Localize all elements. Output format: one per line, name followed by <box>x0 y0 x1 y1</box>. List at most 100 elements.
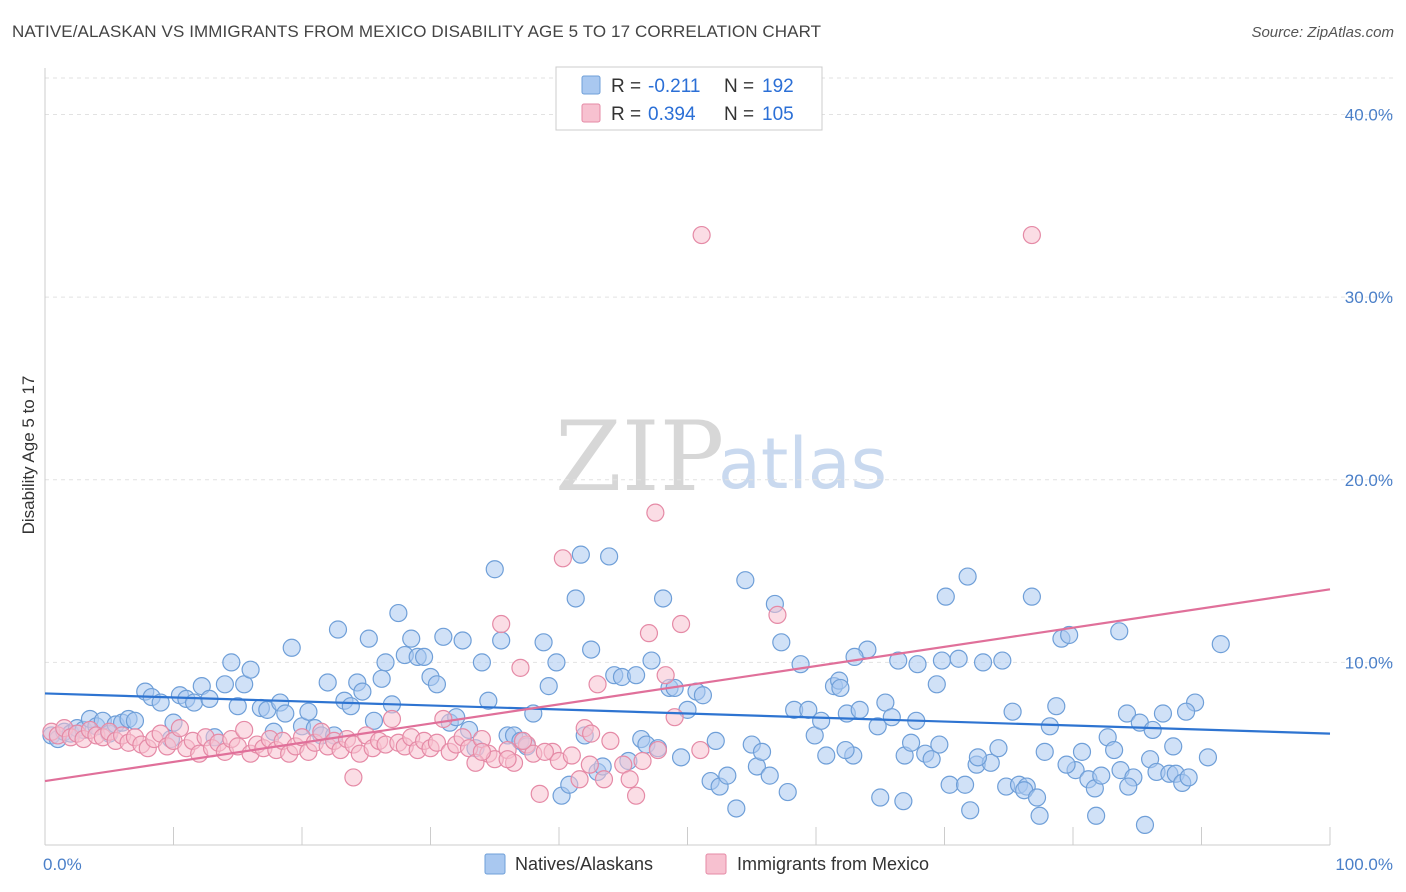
data-point <box>752 742 772 761</box>
data-point <box>760 766 779 785</box>
data-point <box>344 768 363 787</box>
x-tick-label: 0.0% <box>43 855 82 874</box>
data-point <box>940 775 959 794</box>
data-point <box>553 549 572 568</box>
data-point <box>498 750 517 769</box>
data-point <box>364 711 384 730</box>
watermark-atlas: atlas <box>718 423 887 505</box>
data-point <box>908 655 927 674</box>
data-point <box>718 766 737 785</box>
data-point <box>434 627 453 646</box>
data-point <box>989 739 1008 758</box>
data-point <box>582 724 601 743</box>
series-legend-swatch-natives <box>484 853 506 875</box>
data-point <box>492 614 511 634</box>
data-point <box>1027 788 1047 807</box>
data-point <box>1179 768 1198 787</box>
data-point <box>653 589 673 608</box>
data-point <box>1211 635 1230 654</box>
data-point <box>845 647 864 667</box>
data-point <box>215 675 234 694</box>
data-point <box>1143 720 1162 740</box>
data-point <box>626 666 646 685</box>
legend-n-label-1: N = <box>724 104 754 125</box>
data-point <box>535 742 554 761</box>
data-point <box>511 658 530 677</box>
data-point <box>125 711 145 730</box>
data-point <box>235 720 254 740</box>
legend-n-value-0: 192 <box>762 76 794 97</box>
data-point <box>534 633 553 652</box>
legend-swatch-blue <box>581 75 601 95</box>
trend-line-natives <box>44 692 1331 735</box>
data-point <box>582 640 601 659</box>
data-point <box>993 651 1012 670</box>
data-point <box>639 624 659 643</box>
data-point <box>151 693 170 712</box>
data-point <box>1092 766 1111 785</box>
data-point <box>414 647 434 667</box>
series-legend-label-mexico: Immigrants from Mexico <box>737 854 929 874</box>
data-point <box>170 719 190 738</box>
data-point <box>276 704 295 723</box>
data-point <box>693 686 713 705</box>
data-point <box>530 784 549 803</box>
series-legend-label-natives: Natives/Alaskans <box>515 854 653 874</box>
data-point <box>588 675 607 694</box>
data-point <box>871 788 890 807</box>
axes <box>44 68 1331 846</box>
y-axis-label: Disability Age 5 to 17 <box>19 376 38 535</box>
data-point <box>341 697 360 716</box>
data-point <box>1198 748 1218 767</box>
legend-r-value-0: -0.211 <box>648 76 700 97</box>
source-label: Source: ZipAtlas.com <box>1251 24 1394 41</box>
series-legend-swatch-mexico <box>705 853 727 875</box>
data-point <box>1030 806 1049 825</box>
data-point <box>1040 717 1059 736</box>
data-point <box>513 731 533 751</box>
data-point <box>648 740 668 760</box>
data-point <box>492 631 511 650</box>
data-point <box>968 748 988 767</box>
data-point <box>571 545 590 564</box>
data-point <box>1035 742 1054 761</box>
data-point <box>389 603 408 623</box>
data-point <box>1119 777 1138 796</box>
data-point <box>427 675 447 694</box>
data-point <box>831 678 850 698</box>
data-point <box>665 708 684 727</box>
series-natives-alaskans <box>42 545 1230 835</box>
data-point <box>1110 622 1129 641</box>
y-tick-label: 20.0% <box>1345 471 1393 490</box>
data-point <box>1022 225 1041 245</box>
data-point <box>646 503 665 522</box>
data-point <box>282 638 301 657</box>
data-point <box>1164 737 1183 756</box>
data-point <box>817 746 836 765</box>
data-point <box>620 770 639 789</box>
data-point <box>626 786 646 805</box>
y-tick-label: 10.0% <box>1345 653 1393 672</box>
data-point <box>736 571 755 590</box>
data-point <box>1176 702 1196 721</box>
data-point <box>889 651 908 670</box>
trend-line-mexico <box>44 588 1331 783</box>
data-point <box>318 673 337 692</box>
data-point <box>955 775 975 794</box>
correlation-legend: R = -0.211 N = 192 R = 0.394 N = 105 <box>555 66 823 131</box>
data-point <box>601 731 620 751</box>
data-point <box>453 631 472 650</box>
data-point <box>600 547 619 566</box>
data-point <box>372 669 391 688</box>
data-point <box>692 225 711 245</box>
legend-r-value-1: 0.394 <box>648 104 696 125</box>
data-point <box>1003 702 1022 721</box>
data-point <box>562 746 581 765</box>
series-legend: Natives/Alaskans Immigrants from Mexico <box>484 853 929 875</box>
data-point <box>472 653 491 672</box>
data-point <box>570 770 589 789</box>
data-point <box>1072 742 1092 761</box>
data-point <box>485 560 504 579</box>
data-point <box>961 801 980 820</box>
data-point <box>1135 815 1155 835</box>
